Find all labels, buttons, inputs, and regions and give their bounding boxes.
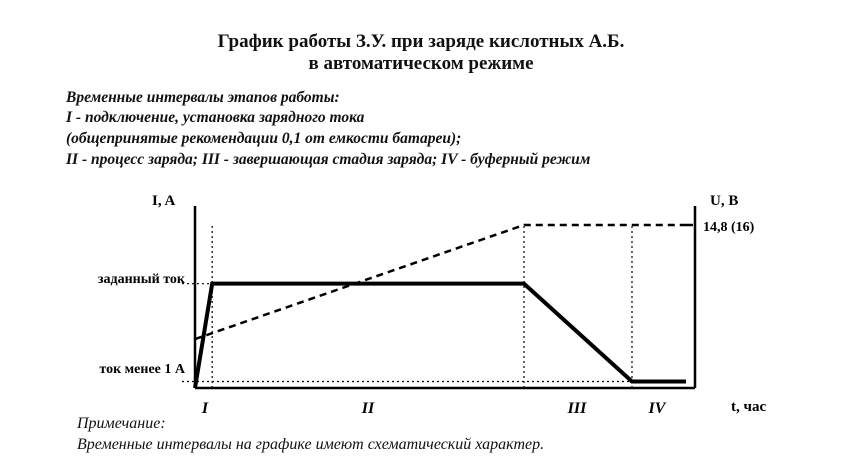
note-line1: Примечание: xyxy=(77,415,166,432)
description-line4: II - процесс заряда; III - завершающая с… xyxy=(66,151,591,168)
x-axis-label: t, час xyxy=(731,399,766,415)
interval-label-i: I xyxy=(201,400,209,417)
description-line2: I - подключение, установка зарядного ток… xyxy=(66,109,365,126)
voltage-series-line xyxy=(194,223,686,341)
tick-label-voltage: 14,8 (16) xyxy=(703,220,755,235)
current-series-line xyxy=(193,281,686,389)
interval-label-iv: IV xyxy=(648,400,667,417)
description-line3: (общепринятые рекомендации 0,1 от емкост… xyxy=(66,130,462,147)
chart-title-line1: График работы З.У. при заряде кислотных … xyxy=(217,31,625,52)
description-line1: Временные интервалы этапов работы: xyxy=(66,89,340,106)
note-line2: Временные интервалы на графике имеют схе… xyxy=(77,436,545,453)
chart-title-line2: в автоматическом режиме xyxy=(308,53,534,74)
y-right-axis-label: U, B xyxy=(710,193,738,209)
interval-label-ii: II xyxy=(361,400,375,417)
interval-label-iii: III xyxy=(567,400,587,417)
y-left-axis-label: I, A xyxy=(152,193,176,209)
tick-label-set-current: заданный ток xyxy=(98,272,186,287)
tick-label-low-current: ток менее 1 А xyxy=(99,362,186,377)
